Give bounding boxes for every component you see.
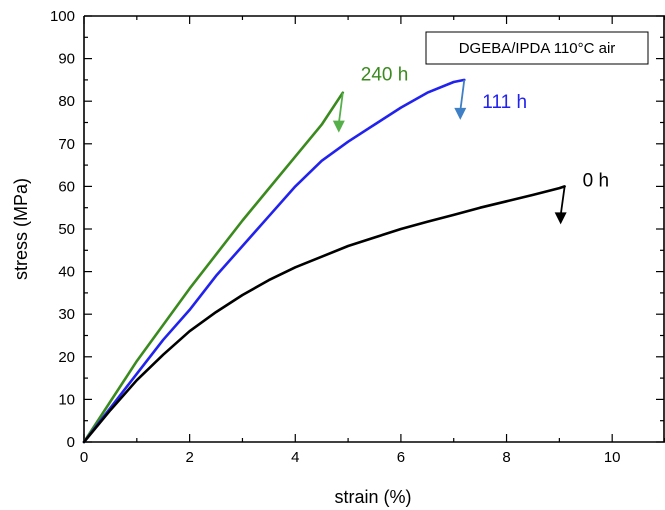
- y-tick-label: 20: [58, 349, 75, 366]
- x-tick-label: 2: [185, 449, 193, 466]
- failure-arrowhead-240h: [332, 120, 345, 133]
- y-axis-title: stress (MPa): [11, 178, 31, 280]
- failure-arrow-shaft-240h: [337, 92, 344, 124]
- x-tick-label: 0: [80, 449, 88, 466]
- y-tick-label: 70: [58, 136, 75, 153]
- y-tick-label: 0: [67, 434, 75, 451]
- y-tick-label: 80: [58, 93, 75, 110]
- curve-label-240h: 240 h: [361, 65, 409, 86]
- failure-arrow-shaft-111h: [459, 79, 466, 112]
- y-tick-label: 90: [58, 51, 75, 68]
- x-tick-label: 4: [291, 449, 299, 466]
- y-tick-label: 60: [58, 178, 75, 195]
- x-tick-label: 6: [397, 449, 405, 466]
- y-tick-label: 50: [58, 221, 75, 238]
- x-tick-label: 10: [604, 449, 621, 466]
- legend-box: DGEBA/IPDA 110°C air: [425, 31, 649, 65]
- legend-label: DGEBA/IPDA 110°C air: [459, 40, 616, 57]
- failure-arrowhead-0h: [554, 212, 567, 225]
- series-line-0h: [82, 185, 566, 444]
- y-tick-label: 100: [50, 8, 75, 25]
- series-line-111h: [82, 78, 466, 444]
- legend-frame: [425, 31, 649, 65]
- curve-label-0h: 0 h: [583, 170, 609, 191]
- y-tick-label: 10: [58, 391, 75, 408]
- y-tick-label: 40: [58, 264, 75, 281]
- x-tick-label: 8: [502, 449, 510, 466]
- failure-arrowhead-111h: [454, 107, 467, 120]
- series-line-240h: [82, 91, 345, 444]
- y-tick-label: 30: [58, 306, 75, 323]
- x-axis-title: strain (%): [334, 487, 411, 507]
- failure-arrow-shaft-0h: [559, 186, 566, 216]
- curve-label-111h: 111 h: [482, 92, 527, 113]
